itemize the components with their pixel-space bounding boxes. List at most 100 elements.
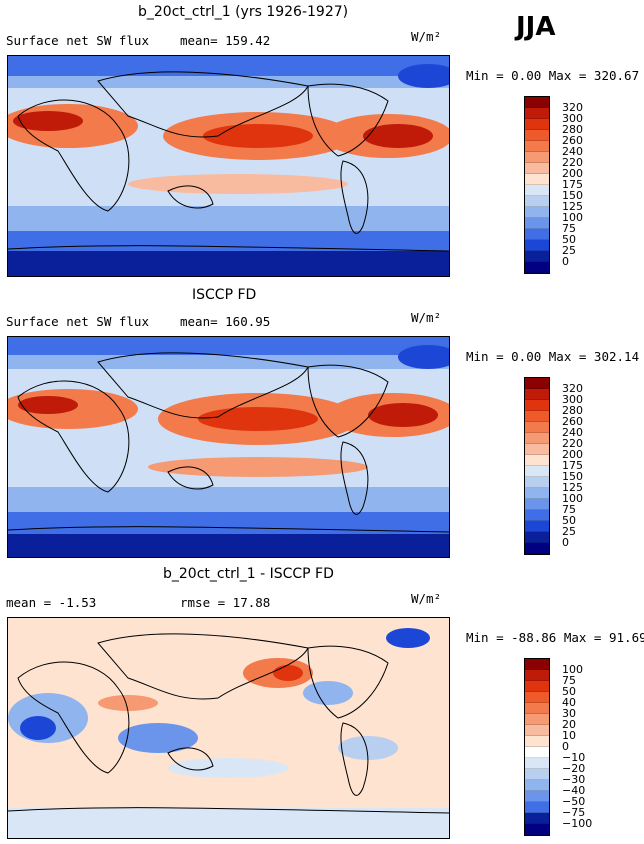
panel-1-units: W/m² [411, 29, 442, 44]
colorbar-tick-label: 240 [562, 425, 583, 439]
colorbar-segment [525, 659, 549, 670]
colorbar-segment [525, 692, 549, 703]
colorbar-segment [525, 488, 549, 499]
colorbar-tick-label: 10 [562, 728, 576, 742]
colorbar-tick-label: 220 [562, 155, 583, 169]
colorbar-tick-label: 320 [562, 100, 583, 114]
colorbar-segment [525, 521, 549, 532]
panel-3-units: W/m² [411, 591, 442, 606]
colorbar-segment [525, 207, 549, 218]
colorbar-segment [525, 747, 549, 758]
colorbar-tick-label: 75 [562, 221, 576, 235]
colorbar-tick-label: −50 [562, 794, 586, 808]
colorbar-tick-label: 0 [562, 535, 569, 549]
colorbar-segment [525, 532, 549, 543]
colorbar-segment [525, 813, 549, 824]
colorbar-segment [525, 791, 549, 802]
colorbar-tick-label: 100 [562, 491, 583, 505]
colorbar-tick-label: −100 [562, 816, 593, 830]
panel-1-minmax: Min = 0.00 Max = 320.67 [466, 68, 640, 83]
panel-2-colorbar [524, 377, 550, 555]
colorbar-segment [525, 251, 549, 262]
panel-3-map [7, 617, 450, 839]
colorbar-tick-label: 220 [562, 436, 583, 450]
colorbar-segment [525, 152, 549, 163]
panel-3-minmax: Min = -88.86 Max = 91.69 [466, 630, 644, 645]
colorbar-segment [525, 703, 549, 714]
colorbar-segment [525, 736, 549, 747]
panel-2-mean: mean= 160.95 [180, 314, 271, 329]
colorbar-segment [525, 444, 549, 455]
colorbar-tick-label: 260 [562, 414, 583, 428]
colorbar-segment [525, 433, 549, 444]
colorbar-tick-label: 40 [562, 695, 576, 709]
colorbar-segment [525, 510, 549, 521]
colorbar-tick-label: 30 [562, 706, 576, 720]
colorbar-segment [525, 780, 549, 791]
colorbar-tick-label: 300 [562, 392, 583, 406]
colorbar-tick-label: 280 [562, 122, 583, 136]
colorbar-tick-label: 50 [562, 684, 576, 698]
colorbar-segment [525, 97, 549, 108]
colorbar-segment [525, 218, 549, 229]
colorbar-tick-label: 175 [562, 458, 583, 472]
colorbar-segment [525, 466, 549, 477]
panel-3-colorbar [524, 658, 550, 836]
colorbar-tick-label: 280 [562, 403, 583, 417]
colorbar-segment [525, 670, 549, 681]
colorbar-segment [525, 422, 549, 433]
colorbar-segment [525, 499, 549, 510]
colorbar-tick-label: −75 [562, 805, 586, 819]
colorbar-segment [525, 378, 549, 389]
panel-2-map [7, 336, 450, 558]
colorbar-segment [525, 411, 549, 422]
colorbar-tick-label: 175 [562, 177, 583, 191]
colorbar-tick-label: 0 [562, 739, 569, 753]
colorbar-tick-label: 150 [562, 188, 583, 202]
colorbar-tick-label: −30 [562, 772, 586, 786]
panel-2-title: ISCCP FD [192, 287, 257, 303]
colorbar-tick-label: 200 [562, 166, 583, 180]
colorbar-tick-label: 50 [562, 513, 576, 527]
panel-3-mean: mean = -1.53 [6, 595, 97, 610]
colorbar-tick-label: 125 [562, 199, 583, 213]
colorbar-segment [525, 758, 549, 769]
colorbar-tick-label: 320 [562, 381, 583, 395]
colorbar-segment [525, 108, 549, 119]
colorbar-tick-label: 125 [562, 480, 583, 494]
colorbar-segment [525, 725, 549, 736]
colorbar-segment [525, 455, 549, 466]
panel-3-title: b_20ct_ctrl_1 - ISCCP FD [163, 566, 334, 582]
panel-1-mean: mean= 159.42 [180, 33, 271, 48]
colorbar-segment [525, 824, 549, 835]
colorbar-segment [525, 163, 549, 174]
colorbar-tick-label: 260 [562, 133, 583, 147]
colorbar-segment [525, 769, 549, 780]
colorbar-segment [525, 543, 549, 554]
panel-2-units: W/m² [411, 310, 442, 325]
colorbar-tick-label: −40 [562, 783, 586, 797]
panel-1-colorbar [524, 96, 550, 274]
colorbar-segment [525, 681, 549, 692]
colorbar-segment [525, 119, 549, 130]
colorbar-segment [525, 389, 549, 400]
colorbar-tick-label: 75 [562, 673, 576, 687]
panel-2-field-label: Surface net SW flux [6, 314, 149, 329]
colorbar-segment [525, 174, 549, 185]
colorbar-tick-label: 0 [562, 254, 569, 268]
colorbar-tick-label: 100 [562, 210, 583, 224]
panel-1-field-label: Surface net SW flux [6, 33, 149, 48]
colorbar-segment [525, 185, 549, 196]
colorbar-segment [525, 262, 549, 273]
colorbar-tick-label: 200 [562, 447, 583, 461]
panel-1-map [7, 55, 450, 277]
colorbar-tick-label: 150 [562, 469, 583, 483]
colorbar-segment [525, 802, 549, 813]
panel-1-title: b_20ct_ctrl_1 (yrs 1926-1927) [138, 4, 349, 20]
colorbar-tick-label: 240 [562, 144, 583, 158]
season-label: JJA [516, 12, 556, 42]
colorbar-tick-label: 20 [562, 717, 576, 731]
colorbar-segment [525, 400, 549, 411]
panel-3-rmse: rmse = 17.88 [180, 595, 271, 610]
colorbar-segment [525, 477, 549, 488]
